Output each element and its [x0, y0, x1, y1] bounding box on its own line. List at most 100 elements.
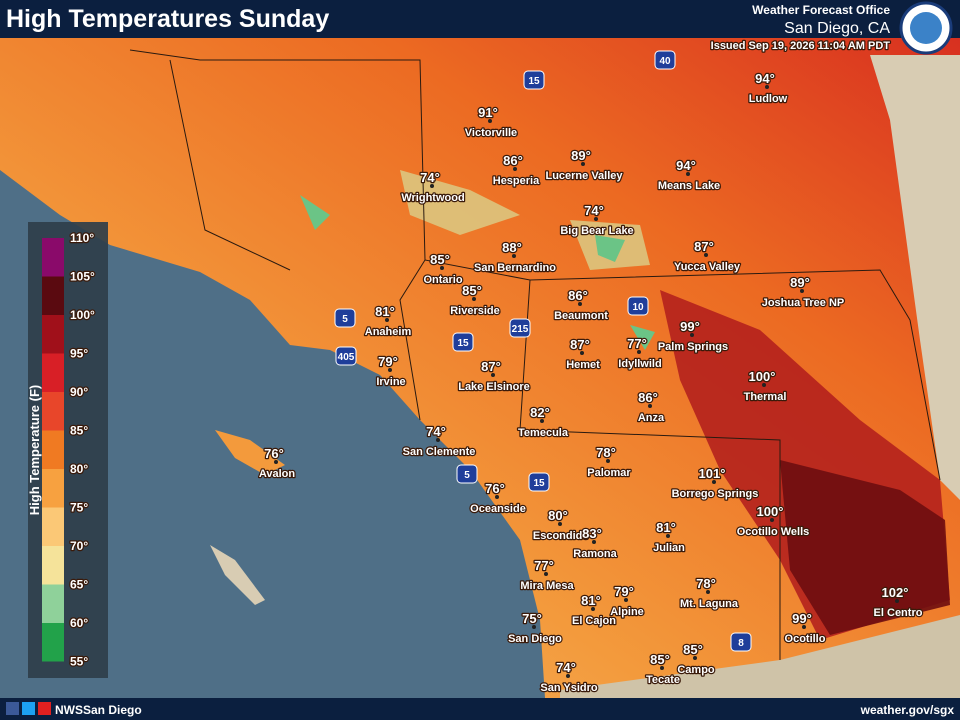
city-dot [581, 162, 585, 166]
city-temp: 75° [522, 611, 542, 626]
city-temp: 86° [503, 153, 523, 168]
interstate-shield [627, 296, 649, 316]
city-temp: 77° [627, 336, 647, 351]
city-temp: 101° [699, 466, 726, 481]
legend-tick-label: 85° [70, 424, 88, 438]
city-dot [606, 459, 610, 463]
city-dot [558, 522, 562, 526]
city-temp: 85° [430, 252, 450, 267]
city-name: Anaheim [365, 326, 412, 338]
city-name: San Ysidro [540, 682, 598, 694]
city-name: El Cajon [572, 615, 616, 627]
city-dot [513, 167, 517, 171]
legend-swatch [42, 315, 64, 354]
legend-swatch [42, 546, 64, 585]
interstate-shield [456, 464, 478, 484]
city-temp: 102° [882, 585, 909, 600]
legend-tick-label: 90° [70, 385, 88, 399]
cities: 94° Ludlow 91° Victorville 86° Hesperia 89° Luc… [258, 70, 924, 696]
city-dot [540, 419, 544, 423]
city-dot [686, 172, 690, 176]
city-name: Irvine [376, 376, 405, 388]
interstate-number: 5 [464, 470, 470, 481]
city-name: Avalon [259, 468, 296, 480]
city-name: Idyllwild [618, 358, 661, 370]
city-name: Lake Elsinore [458, 381, 530, 393]
title: High Temperatures Sunday [6, 5, 329, 33]
city-name: El Centro [874, 607, 923, 619]
city-dot [770, 518, 774, 522]
city-dot [385, 318, 389, 322]
city-dot [488, 119, 492, 123]
header-bar [0, 0, 960, 38]
legend-tick-label: 70° [70, 539, 88, 553]
city-name: Julian [653, 542, 685, 554]
city-dot [706, 590, 710, 594]
website[interactable]: weather.gov/sgx [860, 703, 955, 717]
city-dot [765, 85, 769, 89]
city-temp: 87° [694, 239, 714, 254]
city-temp: 81° [656, 520, 676, 535]
hottest-zone [780, 460, 950, 635]
city-name: Ramona [573, 548, 617, 560]
city-dot [666, 534, 670, 538]
city-name: Ocotillo [785, 633, 826, 645]
city-dot [566, 674, 570, 678]
city-temp: 87° [481, 359, 501, 374]
city-dot [704, 253, 708, 257]
city-temp: 86° [568, 288, 588, 303]
city-dot [440, 266, 444, 270]
interstate-number: 15 [528, 76, 540, 87]
city-temp: 81° [581, 593, 601, 608]
city-name: Campo [677, 664, 715, 676]
interstate-shield [730, 632, 752, 652]
interstate-number: 5 [342, 314, 348, 325]
city-name: Means Lake [658, 180, 720, 192]
twitter-icon[interactable] [22, 702, 35, 715]
legend-box [28, 222, 108, 678]
city-name: Ludlow [749, 93, 788, 105]
legend-swatch [42, 507, 64, 546]
city-dot [388, 368, 392, 372]
city-name: Borrego Springs [672, 488, 759, 500]
city-name: Mira Mesa [520, 580, 574, 592]
interstate-number: 215 [512, 324, 529, 335]
shields: 15 40 10 5 405 215 15 5 15 8 [334, 50, 752, 652]
city-dot [430, 184, 434, 188]
city-temp: 86° [638, 390, 658, 405]
footer-bar [0, 698, 960, 720]
city-temp: 88° [502, 240, 522, 255]
legend-swatch [42, 276, 64, 315]
issued: Issued Sep 19, 2026 11:04 AM PDT [711, 40, 891, 52]
city-name: Big Bear Lake [560, 225, 633, 237]
city-temp: 74° [556, 660, 576, 675]
legend-swatch [42, 623, 64, 662]
city-temp: 99° [680, 319, 700, 334]
facebook-icon[interactable] [6, 702, 19, 715]
catalina-island [215, 430, 285, 475]
city-dot [895, 599, 899, 603]
city-temp: 79° [378, 354, 398, 369]
interstate-number: 15 [533, 478, 545, 489]
city-name: San Clemente [403, 446, 476, 458]
san-clemente-island [210, 545, 265, 605]
location: San Diego, CA [784, 20, 890, 37]
city-name: Oceanside [470, 503, 526, 515]
desert-terrain [870, 55, 960, 500]
interstate-number: 15 [457, 338, 469, 349]
city-dot [660, 666, 664, 670]
county-lines [129, 49, 941, 660]
legend-swatch [42, 238, 64, 277]
city-name: San Diego [508, 633, 562, 645]
city-name: Beaumont [554, 310, 608, 322]
youtube-icon[interactable] [38, 702, 51, 715]
city-name: Escondido [533, 530, 590, 542]
city-temp: 94° [755, 71, 775, 86]
legend-swatch [42, 353, 64, 392]
city-temp: 87° [570, 337, 590, 352]
city-dot [594, 217, 598, 221]
city-dot [491, 373, 495, 377]
interstate-number: 8 [738, 638, 744, 649]
city-name: Yucca Valley [674, 261, 741, 273]
interstate-shield [509, 318, 531, 338]
